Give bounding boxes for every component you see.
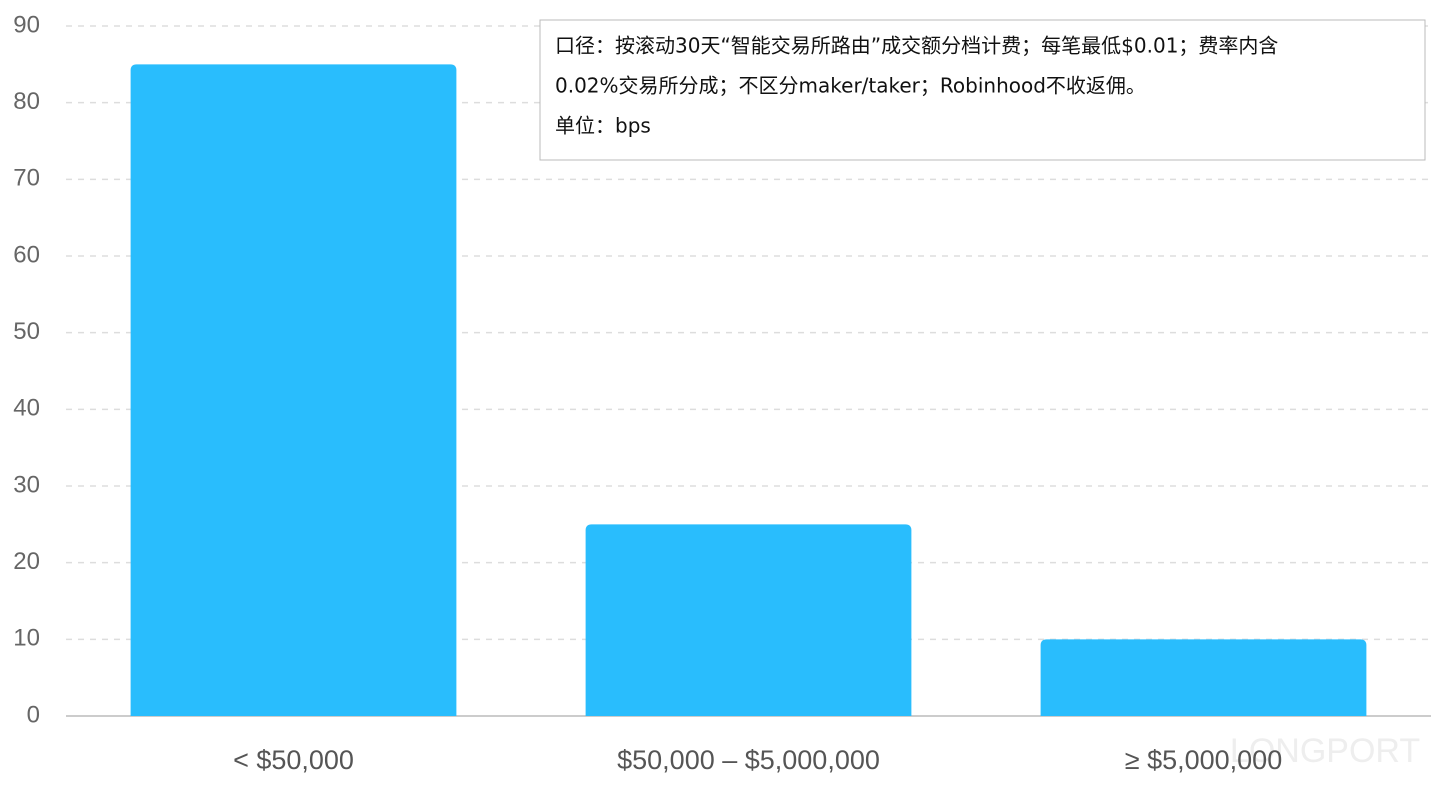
x-tick-label: $50,000 – $5,000,000: [617, 745, 880, 775]
y-tick-label: 50: [13, 318, 40, 345]
y-tick-label: 80: [13, 88, 40, 115]
y-tick-label: 10: [13, 625, 40, 652]
watermark: LONGPORT: [1230, 732, 1420, 770]
annotation-line: 口径：按滚动30天“智能交易所路由”成交额分档计费；每笔最低$0.01；费率内含: [555, 34, 1278, 58]
y-tick-label: 90: [13, 11, 40, 38]
y-tick-label: 0: [27, 701, 40, 728]
x-tick-label: < $50,000: [233, 745, 354, 775]
y-tick-label: 60: [13, 241, 40, 268]
annotation-line: 0.02%交易所分成；不区分maker/taker；Robinhood不收返佣。: [555, 74, 1146, 98]
x-tick-label: ≥ $5,000,000: [1125, 745, 1282, 775]
y-tick-label: 70: [13, 165, 40, 192]
bar: [585, 524, 912, 716]
bar: [130, 64, 457, 717]
bar: [1040, 639, 1367, 716]
y-tick-label: 30: [13, 471, 40, 498]
y-tick-label: 40: [13, 395, 40, 422]
annotation-box: [539, 19, 1426, 161]
annotation-line: 单位：bps: [555, 114, 651, 138]
y-tick-label: 20: [13, 548, 40, 575]
